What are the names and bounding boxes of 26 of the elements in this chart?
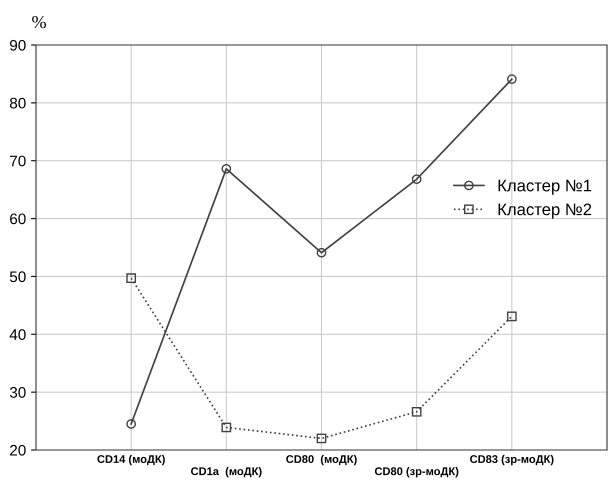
legend-label: Кластер №1	[498, 180, 592, 195]
y-tick-label: 60	[10, 213, 26, 224]
point	[506, 311, 517, 322]
y-tick-label: 90	[10, 40, 26, 51]
y-tick-label: 40	[10, 329, 26, 340]
point	[412, 174, 422, 184]
point	[412, 406, 422, 417]
point	[126, 273, 136, 284]
point	[506, 74, 517, 84]
point	[316, 434, 326, 444]
point	[316, 248, 326, 258]
y-tick-label: 20	[10, 444, 26, 456]
point	[126, 419, 136, 429]
y-axis-title: %	[32, 16, 46, 28]
x-tick-label: CD80 (зр-моДК)	[374, 467, 458, 478]
point	[221, 422, 232, 432]
y-tick-label: 80	[10, 98, 26, 109]
x-tick-label: CD1a (моДК)	[191, 467, 262, 478]
y-tick-label: 30	[10, 387, 26, 398]
x-tick-label: CD80 (моДК)	[286, 454, 357, 466]
y-tick-label: 50	[10, 271, 26, 282]
legend-label: Кластер №2	[498, 204, 592, 219]
x-tick-label: CD83 (зр-моДК)	[470, 454, 554, 466]
point	[221, 164, 232, 174]
x-tick-label: CD14 (моДК)	[97, 454, 165, 466]
y-tick-label: 70	[10, 156, 26, 166]
